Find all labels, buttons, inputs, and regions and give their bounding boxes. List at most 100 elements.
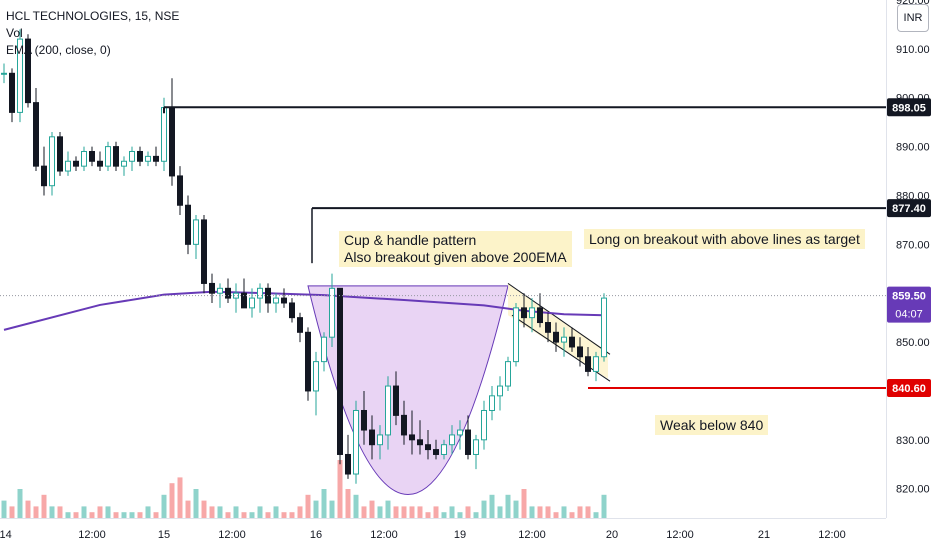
time-tick-label: 19 [454,529,466,541]
volume-bar [561,506,567,518]
volume-bar [225,512,231,518]
candle-body [417,439,423,446]
time-tick-label: 12:00 [818,529,846,541]
candle-body [193,219,199,245]
weak-annotation[interactable]: Weak below 840 [655,415,769,435]
volume-bar [425,512,431,518]
price-tick-label: 820.00 [896,484,930,496]
volume-bar [313,500,319,518]
volume-bar [473,512,479,518]
target-annotation[interactable]: Long on breakout with above lines as tar… [584,229,865,249]
candle-body [425,444,431,451]
volume-bar [73,512,79,518]
volume-bar [281,512,287,518]
volume-bar [65,512,71,518]
candle-body [129,150,135,162]
volume-bar [297,506,303,518]
volume-bar [545,506,551,518]
volume-bar [393,506,399,518]
candle-body [289,302,295,319]
symbol-title[interactable]: HCL TECHNOLOGIES, 15, NSE [6,9,180,23]
target-high-badge-label: 898.05 [892,102,926,114]
candle-body [177,175,183,206]
volume-bar [273,506,279,518]
candle-body [585,356,591,372]
volume-bar [553,512,559,518]
price-tick-label: 890.00 [896,142,930,154]
candle-body [529,307,535,319]
candle-body [1,72,7,75]
candle-body [457,429,463,436]
candle-body [385,385,391,436]
volume-bar [193,489,199,518]
candle-body [169,107,175,177]
candle-body [65,160,71,172]
volume-bar [17,489,23,518]
volume-indicator-label[interactable]: Vol [6,26,23,40]
current-price-label: 859.50 [892,291,926,303]
volume-bar [369,500,375,518]
time-tick-label: 16 [310,529,322,541]
target-high-badge [887,98,931,117]
candle-body [97,160,103,167]
volume-bar [457,512,463,518]
annotation-line: Also breakout given above 200EMA [344,249,567,265]
candle-body [569,336,575,348]
volume-bar [521,489,527,518]
cup-handle-annotation[interactable]: Cup & handle pattern Also breakout given… [339,231,572,267]
candle-body [145,155,151,162]
candle-body [89,150,95,162]
candle-body [249,297,255,309]
candle-body [577,346,583,358]
candle-body [121,160,127,167]
volume-bar [497,506,503,518]
volume-bar [185,500,191,518]
candle-body [241,292,247,309]
volume-bar [57,506,63,518]
candle-body [409,434,415,441]
volume-bar [105,506,111,518]
annotation-line: Cup & handle pattern [344,232,477,248]
candle-body [73,160,79,167]
time-tick-label: 14 [0,529,12,541]
volume-bar [585,506,591,518]
price-tick-label: 830.00 [896,435,930,447]
countdown-label: 04:07 [895,309,923,321]
volume-bar [441,512,447,518]
time-tick-label: 12:00 [78,529,106,541]
volume-bar [9,506,15,518]
currency-button[interactable]: INR [897,4,929,32]
price-tick-label: 920.00 [896,0,930,7]
candle-body [489,395,495,411]
candle-body [449,434,455,446]
volume-bar [513,500,519,518]
volume-bar [41,494,47,518]
candle-body [225,287,231,299]
volume-bar [577,506,583,518]
candle-body [513,307,519,363]
candle-body [105,146,111,167]
candle-body [57,136,63,172]
volume-bar [153,512,159,518]
volume-bar [385,500,391,518]
volume-bar [25,500,31,518]
volume-bar [217,506,223,518]
candle-body [137,150,143,162]
support-badge [887,379,931,398]
volume-bar [377,506,383,518]
volume-bar [265,512,271,518]
candle-body [217,287,223,294]
volume-bar [169,483,175,518]
candle-body [49,136,55,187]
volume-bar [417,506,423,518]
price-tick-label: 850.00 [896,337,930,349]
candle-body [313,361,319,392]
volume-bar [249,512,255,518]
volume-bar [289,512,295,518]
ema-indicator-label[interactable]: EMA (200, close, 0) [6,43,111,57]
candle-body [25,38,31,104]
candle-body [433,449,439,455]
candle-body [545,322,551,333]
